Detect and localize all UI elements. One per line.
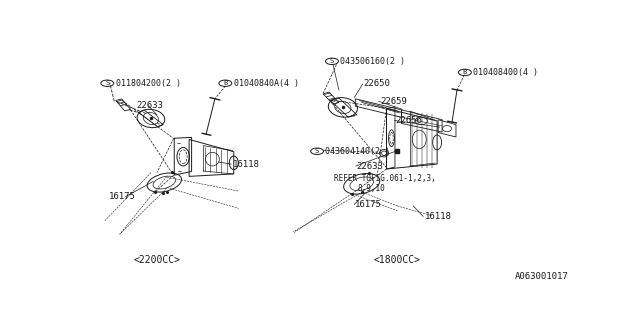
Text: 22633: 22633 (136, 101, 163, 110)
Text: 16118: 16118 (425, 212, 452, 221)
Text: 16175: 16175 (355, 200, 382, 209)
Text: 22656: 22656 (396, 116, 422, 125)
Text: 22633: 22633 (356, 162, 383, 171)
Text: 043604140(2 ): 043604140(2 ) (325, 147, 390, 156)
Text: 8,9,10: 8,9,10 (358, 184, 385, 193)
Text: B: B (463, 69, 467, 76)
Text: S: S (330, 58, 334, 64)
Text: 011804200(2 ): 011804200(2 ) (116, 79, 180, 88)
Text: 01040840A(4 ): 01040840A(4 ) (234, 79, 299, 88)
Text: 16118: 16118 (233, 160, 260, 169)
Text: 010408400(4 ): 010408400(4 ) (473, 68, 538, 77)
Text: 043506160(2 ): 043506160(2 ) (340, 57, 405, 66)
Text: REFER TOFIG.061-1,2,3,: REFER TOFIG.061-1,2,3, (335, 174, 436, 183)
Text: 16175: 16175 (109, 192, 136, 201)
Text: B: B (223, 80, 227, 86)
Text: A063001017: A063001017 (515, 272, 568, 281)
Text: S: S (315, 148, 319, 154)
Text: 22659: 22659 (380, 97, 407, 106)
Text: S: S (105, 80, 109, 86)
Text: 22650: 22650 (364, 79, 390, 89)
Text: <1800CC>: <1800CC> (374, 255, 421, 265)
Text: <2200CC>: <2200CC> (133, 255, 180, 265)
